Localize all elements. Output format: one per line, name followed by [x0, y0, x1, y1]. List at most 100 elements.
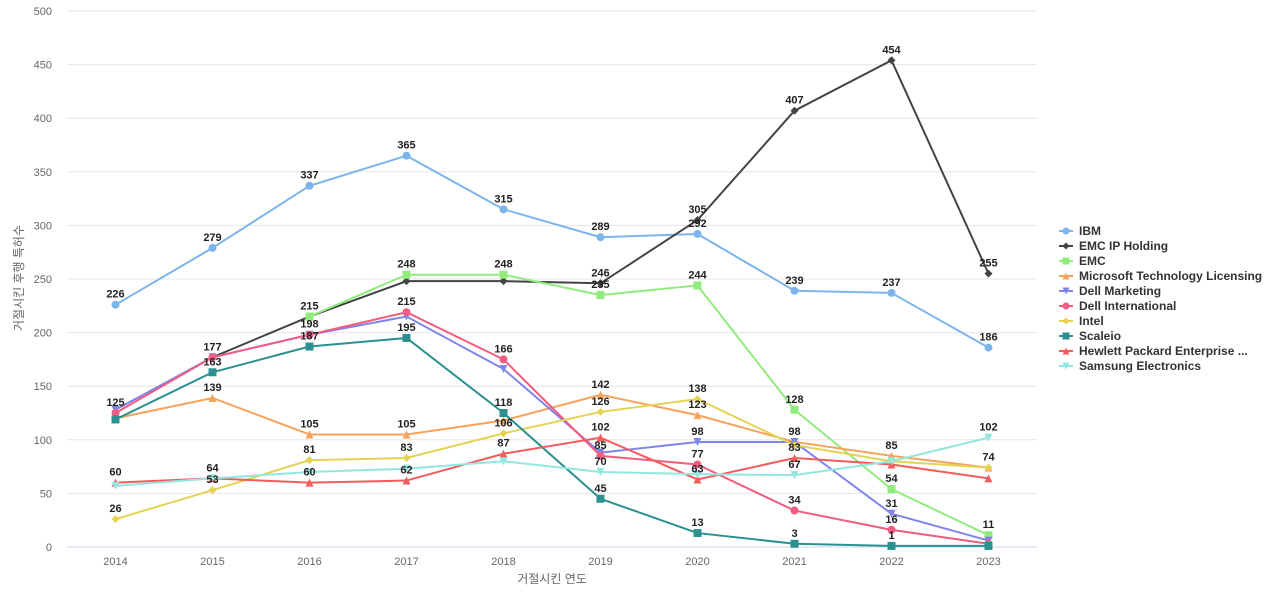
data-point[interactable]: [596, 390, 605, 399]
legend-item[interactable]: Samsung Electronics: [1059, 359, 1201, 373]
legend-item[interactable]: Hewlett Packard Enterprise ...: [1059, 344, 1248, 358]
data-point[interactable]: [402, 277, 411, 286]
data-point[interactable]: [208, 393, 217, 402]
legend-label: Dell International: [1079, 299, 1176, 313]
data-label: 83: [400, 442, 412, 454]
data-point[interactable]: [111, 481, 120, 490]
data-point[interactable]: [208, 353, 217, 362]
data-point[interactable]: [693, 395, 702, 404]
data-point[interactable]: [499, 355, 508, 364]
data-point[interactable]: [305, 312, 314, 321]
data-point[interactable]: [402, 270, 411, 279]
x-tick-label: 2023: [976, 556, 1000, 568]
data-point[interactable]: [596, 451, 605, 460]
data-point[interactable]: [305, 330, 314, 339]
data-point[interactable]: [499, 416, 508, 425]
data-point[interactable]: [984, 463, 993, 472]
data-point[interactable]: [596, 494, 605, 503]
data-point[interactable]: [111, 515, 120, 524]
data-point[interactable]: [596, 407, 605, 416]
data-point[interactable]: [305, 456, 314, 465]
data-point[interactable]: [693, 460, 702, 469]
data-point[interactable]: [402, 464, 411, 473]
data-point[interactable]: [499, 277, 508, 286]
data-point[interactable]: [499, 270, 508, 279]
data-point[interactable]: [693, 281, 702, 290]
data-point[interactable]: [790, 471, 799, 480]
data-point[interactable]: [887, 485, 896, 494]
data-point[interactable]: [499, 365, 508, 374]
data-point[interactable]: [984, 343, 993, 352]
data-label: 63: [691, 463, 703, 475]
data-point[interactable]: [402, 454, 411, 463]
data-point[interactable]: [596, 279, 605, 288]
data-point[interactable]: [402, 430, 411, 439]
data-point[interactable]: [887, 457, 896, 466]
data-point[interactable]: [402, 151, 411, 160]
data-point[interactable]: [790, 454, 799, 463]
data-point[interactable]: [596, 433, 605, 442]
data-point[interactable]: [111, 409, 120, 417]
data-point[interactable]: [887, 288, 896, 297]
data-point[interactable]: [790, 539, 799, 548]
data-label: 365: [397, 140, 415, 152]
legend-item[interactable]: Intel: [1059, 314, 1104, 328]
data-point[interactable]: [693, 470, 702, 479]
data-point[interactable]: [499, 409, 508, 417]
data-point[interactable]: [305, 430, 314, 439]
data-point[interactable]: [984, 541, 993, 550]
y-axis-title: 거절시킨 후행 특허수: [11, 225, 26, 331]
legend-item[interactable]: Dell International: [1059, 299, 1176, 313]
data-point[interactable]: [208, 243, 217, 252]
x-tick-label: 2019: [588, 556, 612, 568]
data-point[interactable]: [208, 474, 217, 483]
data-point[interactable]: [790, 441, 799, 450]
data-point[interactable]: [887, 541, 896, 550]
data-point[interactable]: [402, 308, 411, 317]
data-point[interactable]: [790, 106, 799, 115]
data-point[interactable]: [111, 300, 120, 309]
data-point[interactable]: [208, 368, 217, 377]
data-point[interactable]: [984, 474, 993, 483]
data-point[interactable]: [984, 433, 993, 442]
data-point[interactable]: [887, 56, 896, 65]
data-point[interactable]: [693, 411, 702, 420]
data-label: 102: [979, 422, 997, 434]
data-point[interactable]: [499, 449, 508, 458]
data-point[interactable]: [402, 476, 411, 485]
data-point[interactable]: [887, 525, 896, 534]
data-point[interactable]: [305, 478, 314, 487]
data-point[interactable]: [984, 269, 993, 278]
data-point[interactable]: [305, 467, 314, 476]
legend-item[interactable]: EMC IP Holding: [1059, 239, 1168, 253]
data-point[interactable]: [499, 429, 508, 438]
data-point[interactable]: [208, 486, 217, 495]
data-point[interactable]: [790, 286, 799, 295]
data-point[interactable]: [790, 506, 799, 515]
legend-item[interactable]: EMC: [1059, 254, 1106, 268]
legend-item[interactable]: IBM: [1059, 224, 1101, 238]
data-point[interactable]: [984, 531, 993, 540]
data-point[interactable]: [693, 437, 702, 446]
legend-item[interactable]: Microsoft Technology Licensing: [1059, 269, 1262, 283]
data-point[interactable]: [596, 467, 605, 476]
data-point[interactable]: [402, 333, 411, 342]
data-label: 62: [400, 465, 412, 477]
data-point[interactable]: [111, 415, 120, 424]
data-point[interactable]: [305, 181, 314, 190]
data-point[interactable]: [693, 475, 702, 484]
data-point[interactable]: [693, 529, 702, 538]
data-point[interactable]: [499, 205, 508, 214]
data-point[interactable]: [790, 405, 799, 414]
data-point[interactable]: [596, 291, 605, 300]
data-point[interactable]: [693, 229, 702, 238]
legend-item[interactable]: Scaleio: [1059, 329, 1121, 343]
data-point[interactable]: [499, 457, 508, 466]
data-point[interactable]: [693, 216, 702, 225]
data-point[interactable]: [596, 233, 605, 242]
data-point[interactable]: [305, 342, 314, 351]
data-point[interactable]: [887, 509, 896, 518]
series-3: [111, 390, 993, 472]
legend-item[interactable]: Dell Marketing: [1059, 284, 1161, 298]
